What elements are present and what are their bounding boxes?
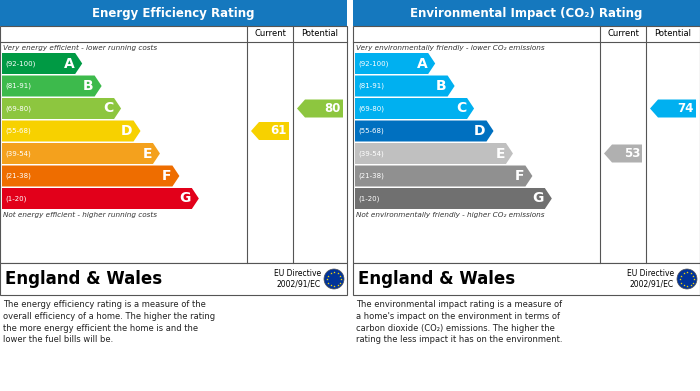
Text: (55-68): (55-68) xyxy=(5,128,31,134)
Text: The environmental impact rating is a measure of
a home's impact on the environme: The environmental impact rating is a mea… xyxy=(356,300,563,344)
Polygon shape xyxy=(297,99,343,118)
Text: F: F xyxy=(162,169,172,183)
Circle shape xyxy=(677,269,697,289)
Polygon shape xyxy=(355,53,435,74)
Text: A: A xyxy=(416,57,427,70)
Bar xyxy=(0,263,347,295)
Text: Current: Current xyxy=(607,29,639,38)
Text: Potential: Potential xyxy=(654,29,692,38)
Text: 80: 80 xyxy=(325,102,341,115)
Text: (21-38): (21-38) xyxy=(358,173,384,179)
Circle shape xyxy=(324,269,344,289)
Text: B: B xyxy=(83,79,94,93)
Polygon shape xyxy=(355,188,552,209)
Polygon shape xyxy=(355,75,454,97)
Text: D: D xyxy=(121,124,132,138)
Polygon shape xyxy=(355,120,493,142)
Text: EU Directive
2002/91/EC: EU Directive 2002/91/EC xyxy=(627,269,674,289)
Polygon shape xyxy=(355,165,533,187)
Text: 61: 61 xyxy=(271,124,287,138)
Text: 74: 74 xyxy=(678,102,694,115)
Text: A: A xyxy=(64,57,74,70)
Polygon shape xyxy=(2,120,141,142)
Text: C: C xyxy=(103,102,113,115)
Text: (39-54): (39-54) xyxy=(5,150,31,157)
Text: G: G xyxy=(179,192,191,206)
Text: Environmental Impact (CO₂) Rating: Environmental Impact (CO₂) Rating xyxy=(410,7,643,20)
Text: (81-91): (81-91) xyxy=(5,83,31,89)
Text: The energy efficiency rating is a measure of the
overall efficiency of a home. T: The energy efficiency rating is a measur… xyxy=(3,300,215,344)
Text: (21-38): (21-38) xyxy=(5,173,31,179)
Text: (55-68): (55-68) xyxy=(358,128,384,134)
Text: E: E xyxy=(496,147,505,160)
Text: (39-54): (39-54) xyxy=(358,150,384,157)
Bar xyxy=(0,26,347,263)
Text: (69-80): (69-80) xyxy=(358,105,384,112)
Text: Very environmentally friendly - lower CO₂ emissions: Very environmentally friendly - lower CO… xyxy=(356,45,545,51)
Polygon shape xyxy=(2,143,160,164)
Polygon shape xyxy=(2,75,101,97)
Polygon shape xyxy=(251,122,289,140)
Bar xyxy=(353,0,700,26)
Polygon shape xyxy=(604,145,642,163)
Text: (1-20): (1-20) xyxy=(5,195,27,202)
Text: (92-100): (92-100) xyxy=(5,60,36,67)
Text: B: B xyxy=(436,79,447,93)
Text: (1-20): (1-20) xyxy=(358,195,379,202)
Text: (92-100): (92-100) xyxy=(358,60,388,67)
Text: E: E xyxy=(143,147,152,160)
Text: Potential: Potential xyxy=(302,29,339,38)
Text: (81-91): (81-91) xyxy=(358,83,384,89)
Text: Not environmentally friendly - higher CO₂ emissions: Not environmentally friendly - higher CO… xyxy=(356,212,545,218)
Text: Current: Current xyxy=(254,29,286,38)
Text: 53: 53 xyxy=(624,147,640,160)
Polygon shape xyxy=(2,188,199,209)
Polygon shape xyxy=(650,99,696,118)
Text: England & Wales: England & Wales xyxy=(358,270,515,288)
Bar xyxy=(353,263,700,295)
Text: England & Wales: England & Wales xyxy=(5,270,162,288)
Bar xyxy=(0,0,347,26)
Text: Not energy efficient - higher running costs: Not energy efficient - higher running co… xyxy=(3,212,157,218)
Polygon shape xyxy=(2,53,82,74)
Bar xyxy=(353,26,700,263)
Text: Energy Efficiency Rating: Energy Efficiency Rating xyxy=(92,7,255,20)
Text: D: D xyxy=(474,124,486,138)
Text: C: C xyxy=(456,102,466,115)
Polygon shape xyxy=(2,165,179,187)
Text: Very energy efficient - lower running costs: Very energy efficient - lower running co… xyxy=(3,45,157,51)
Text: F: F xyxy=(515,169,524,183)
Polygon shape xyxy=(355,98,474,119)
Polygon shape xyxy=(2,98,121,119)
Text: EU Directive
2002/91/EC: EU Directive 2002/91/EC xyxy=(274,269,321,289)
Text: (69-80): (69-80) xyxy=(5,105,31,112)
Polygon shape xyxy=(355,143,513,164)
Text: G: G xyxy=(533,192,544,206)
